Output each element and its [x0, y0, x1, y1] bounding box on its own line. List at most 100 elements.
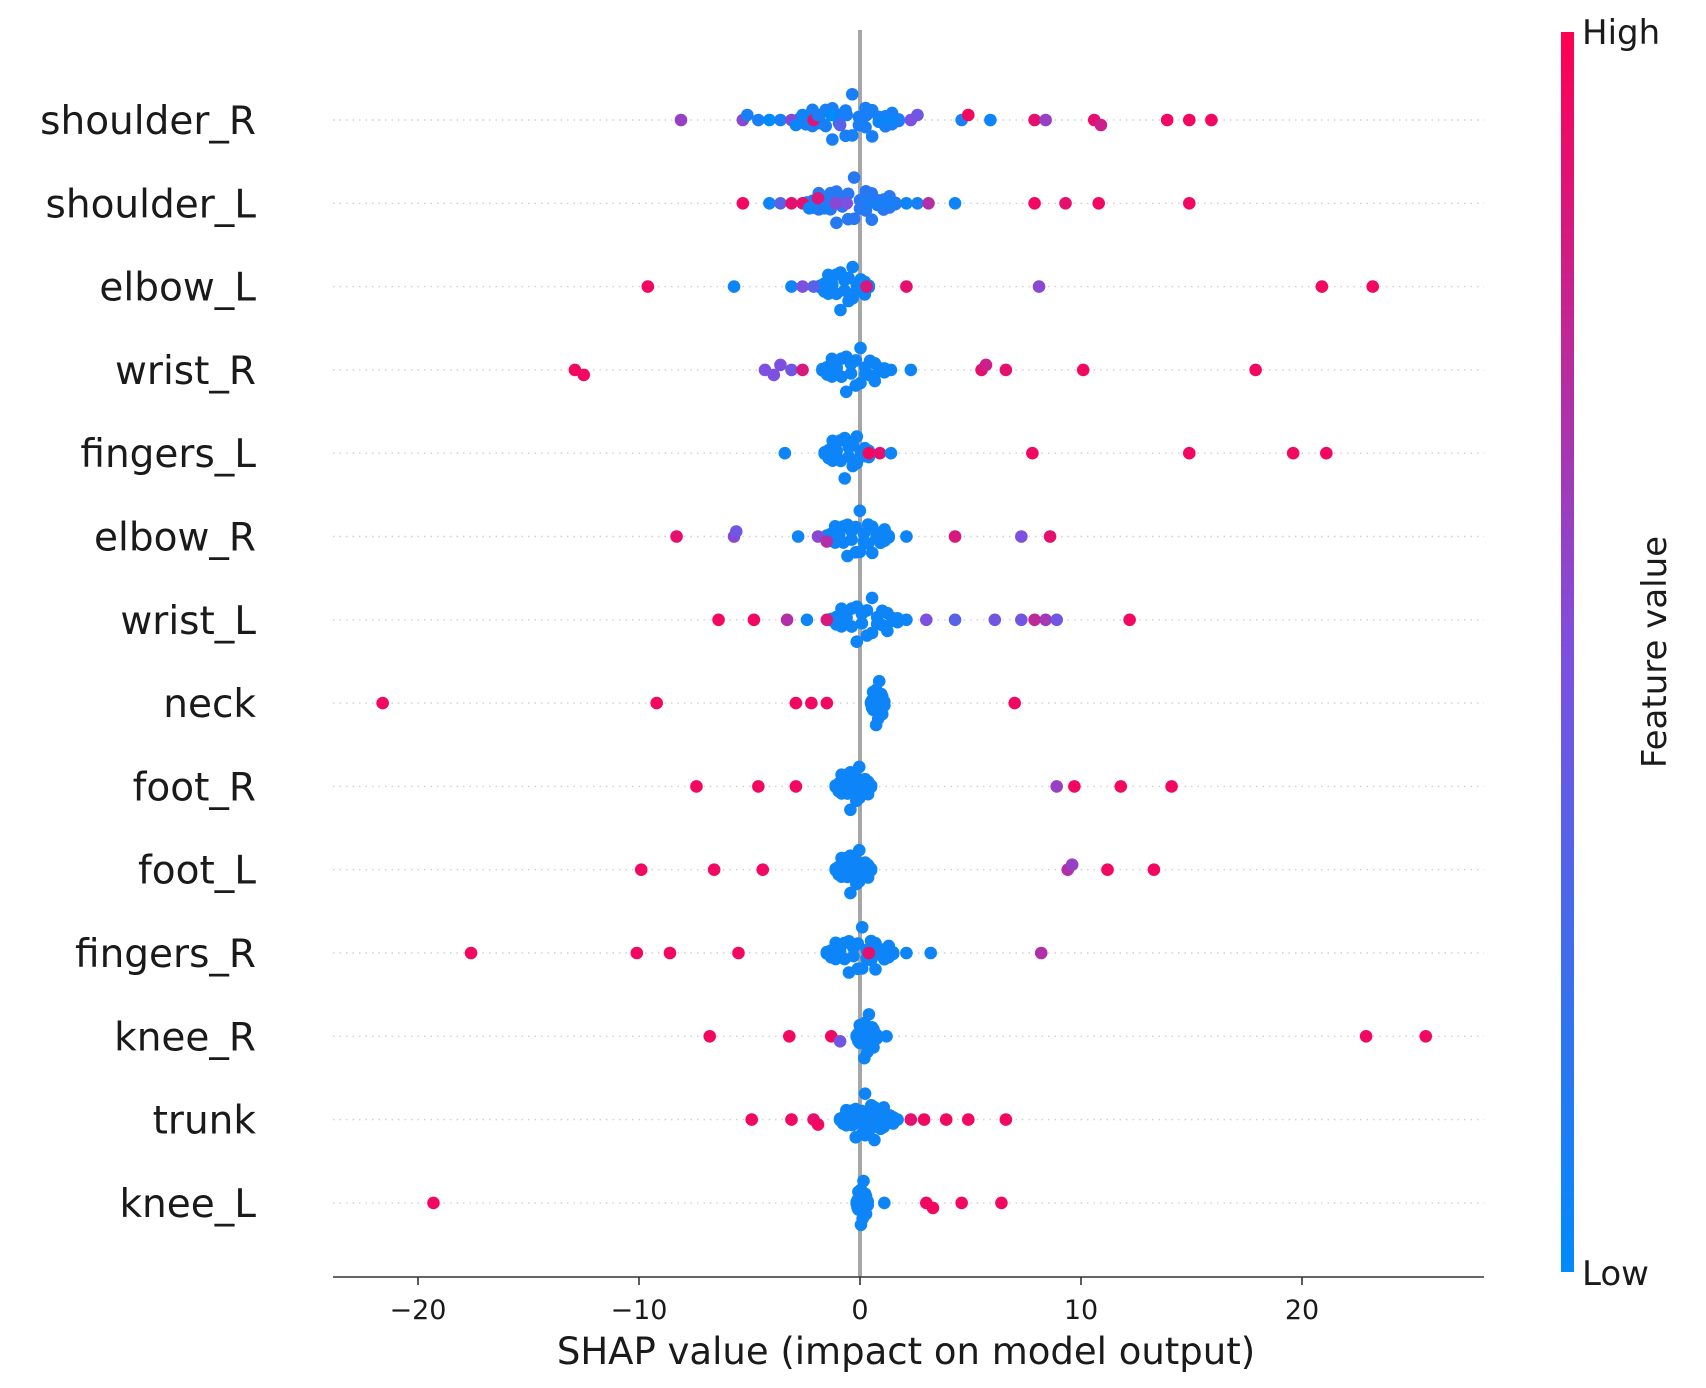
shap-point [884, 446, 898, 460]
shap-point [861, 1195, 875, 1208]
shap-point [663, 946, 677, 960]
feature-label-foot_R: foot_R [133, 765, 256, 810]
colorbar [1561, 32, 1574, 1272]
shap-point [756, 863, 770, 876]
colorbar-low-label: Low [1582, 1254, 1649, 1294]
feature-label-elbow_R: elbow_R [94, 516, 256, 561]
shap-point [865, 213, 879, 226]
shap-point [849, 354, 863, 367]
shap-point [851, 937, 865, 950]
shap-point [745, 1113, 759, 1126]
feature-label-knee_R: knee_R [114, 1015, 256, 1060]
feature-label-knee_L: knee_L [119, 1182, 256, 1227]
shap-point [818, 202, 831, 215]
shap-point [862, 1008, 876, 1021]
shap-point [830, 216, 843, 230]
shap-point [948, 197, 962, 210]
shap-point [852, 843, 866, 857]
shap-point [782, 1030, 796, 1043]
shap-point [835, 370, 848, 383]
shap-point [865, 591, 879, 605]
shap-point [904, 363, 918, 377]
shap-point [1320, 446, 1333, 460]
shap-point [869, 963, 882, 976]
shap-point [860, 108, 873, 122]
shap-point [1034, 946, 1048, 960]
shap-point [747, 613, 761, 627]
feature-label-fingers_R: fingers_R [75, 932, 256, 977]
shap-point [872, 674, 886, 688]
shap-point [830, 444, 843, 458]
shap-point [924, 946, 938, 960]
shap-point [740, 108, 754, 122]
shap-point [900, 197, 913, 210]
x-axis-ticks: −20 −10 0 10 20 [390, 1277, 1319, 1326]
shap-point [857, 1174, 870, 1188]
shap-point [641, 280, 655, 293]
shap-point [791, 530, 805, 543]
feature-label-shoulder_R: shoulder_R [40, 99, 256, 144]
shap-point [824, 108, 838, 122]
shap-point [727, 280, 741, 293]
shap-point [984, 113, 997, 127]
shap-point [850, 430, 864, 443]
shap-point [860, 604, 874, 617]
shap-point [847, 171, 861, 184]
shap-point [774, 358, 787, 372]
shap-point [862, 197, 876, 210]
x-tick-label: 10 [1064, 1295, 1098, 1326]
shap-point [891, 1113, 904, 1126]
shap-point [1182, 113, 1196, 127]
shap-point [1068, 780, 1081, 793]
feature-label-foot_L: foot_L [138, 849, 256, 894]
shap-point [1039, 613, 1052, 627]
shap-point [427, 1196, 440, 1210]
shap-point [1182, 446, 1196, 460]
shap-point [873, 446, 887, 460]
shap-point [807, 280, 820, 293]
shap-point [1092, 197, 1105, 210]
shap-point [1249, 363, 1262, 377]
shap-point [961, 108, 975, 122]
shap-point [796, 280, 809, 293]
shap-point [999, 363, 1013, 377]
shap-point [844, 367, 858, 380]
shap-point [707, 863, 721, 876]
shap-point [752, 780, 765, 793]
shap-point [785, 363, 798, 377]
shap-point [820, 696, 834, 710]
x-tick-label: −10 [611, 1295, 668, 1326]
shap-point [900, 613, 913, 627]
shap-point [948, 530, 962, 543]
shap-point [853, 545, 867, 559]
shap-point [1165, 780, 1178, 793]
shap-point [845, 533, 858, 546]
shap-point [1094, 118, 1108, 132]
shap-point [847, 212, 861, 226]
shap-point [1039, 113, 1052, 127]
shap-point [838, 472, 852, 485]
shap-point [752, 113, 765, 127]
shap-point [763, 197, 776, 210]
shap-point [800, 613, 814, 627]
shap-point [870, 1028, 883, 1042]
shap-point [805, 696, 818, 710]
shap-point [1015, 530, 1028, 543]
shap-point [690, 780, 703, 793]
shap-point [900, 946, 913, 960]
shap-point [1114, 780, 1128, 793]
shap-point [577, 368, 591, 382]
shap-point [846, 260, 859, 274]
shap-point [855, 920, 869, 934]
shap-point [376, 696, 389, 710]
shap-point [1059, 197, 1072, 210]
shap-point [855, 617, 869, 630]
feature-label-neck: neck [163, 682, 256, 727]
shap-point [850, 635, 864, 648]
shap-point [1028, 197, 1041, 210]
colorbar-title: Feature value [1635, 536, 1675, 768]
shap-point [868, 374, 882, 388]
shap-point [1076, 363, 1090, 377]
shap-point [880, 1030, 893, 1043]
